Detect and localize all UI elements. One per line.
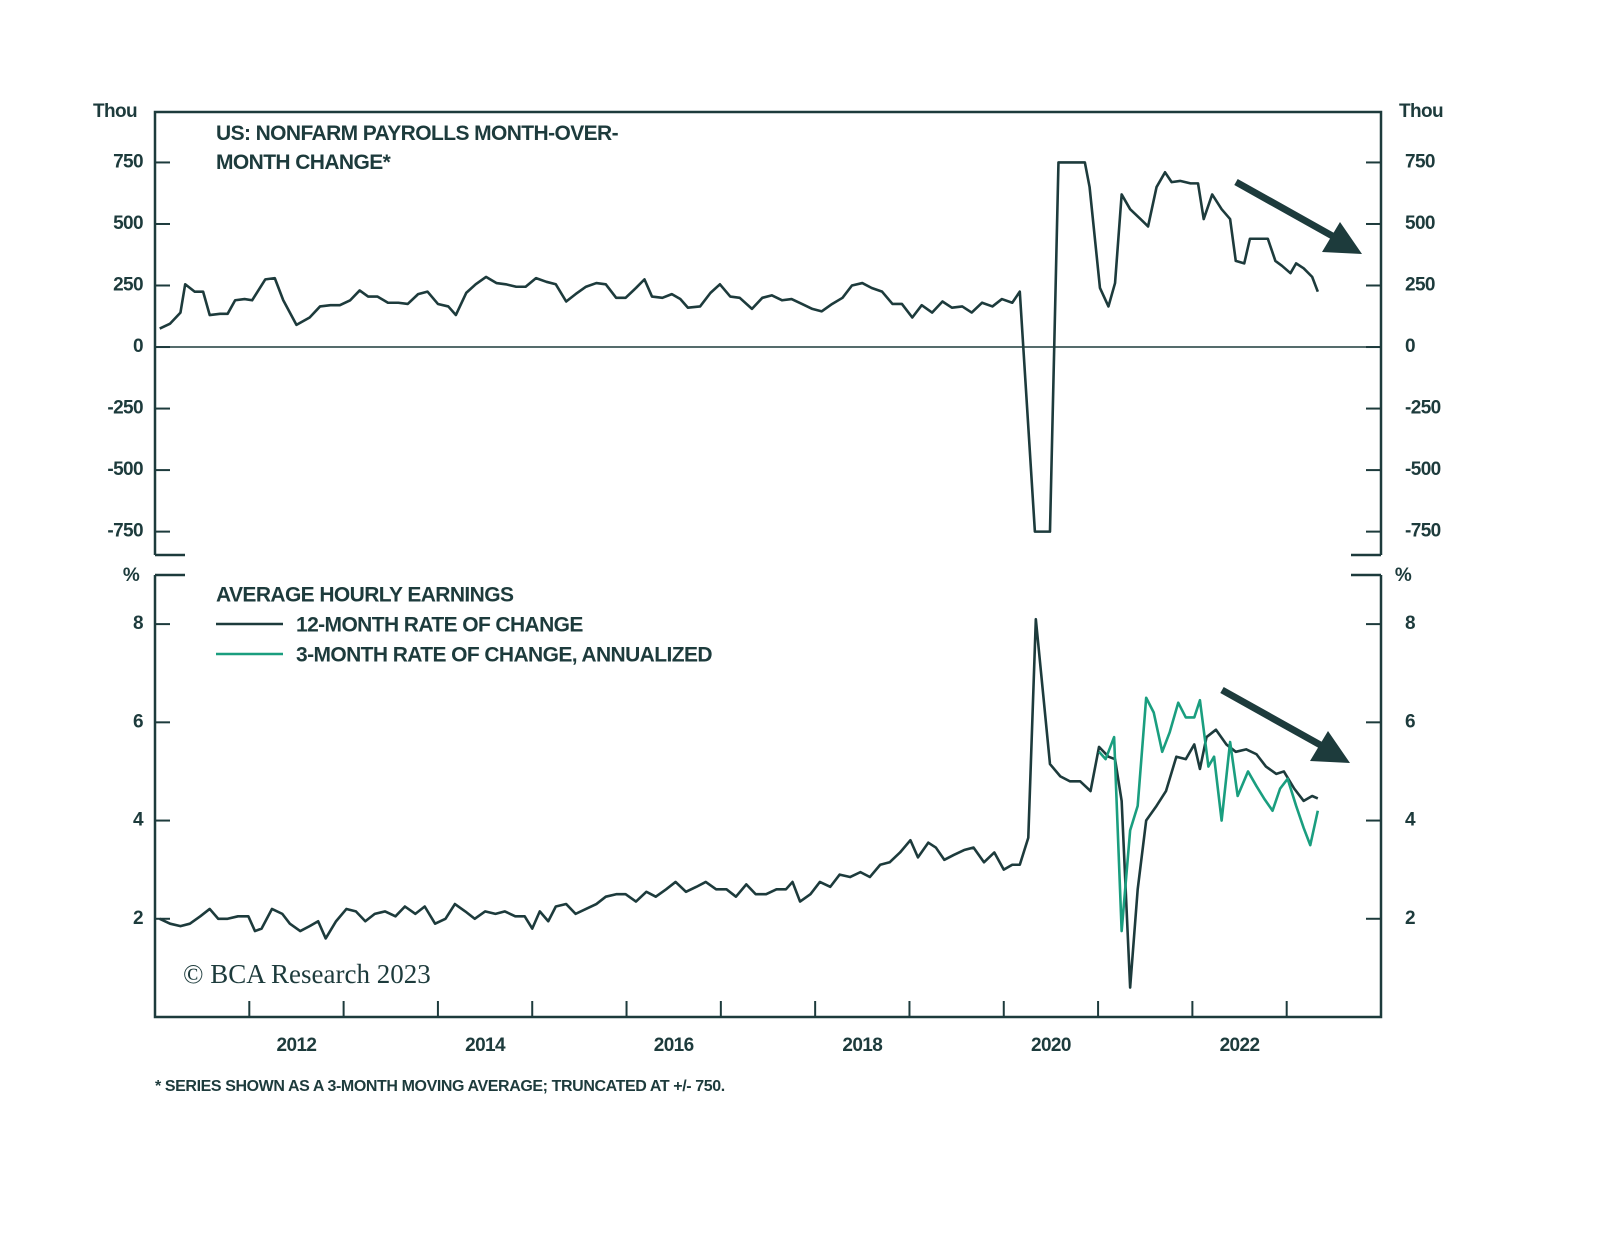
- arrow-head: [1310, 731, 1350, 763]
- y-tick-label: 2: [133, 908, 143, 929]
- trend-arrow: [1220, 686, 1350, 763]
- y-tick-label: -250: [107, 398, 143, 419]
- top-frame: [153, 110, 1383, 555]
- y-tick-label: 8: [1405, 613, 1415, 634]
- y-tick-label: 750: [1405, 151, 1435, 172]
- arrow-head: [1322, 222, 1362, 254]
- y-tick-label: 6: [1405, 711, 1415, 732]
- x-tick-label: 2018: [842, 1035, 882, 1056]
- arrow-shaft: [1234, 178, 1338, 242]
- series-line: [1098, 696, 1320, 933]
- x-tick-label: 2016: [654, 1035, 694, 1056]
- x-tick-label: 2022: [1220, 1035, 1260, 1056]
- source: © BCA Research 2023: [183, 959, 431, 989]
- y-tick-label: 250: [113, 275, 143, 296]
- y-tick-label: -500: [107, 459, 143, 480]
- series-line: [159, 161, 1320, 533]
- x-tick-label: 2012: [277, 1035, 317, 1056]
- y-axis-unit: %: [123, 565, 140, 586]
- footnote: * SERIES SHOWN AS A 3-MONTH MOVING AVERA…: [155, 1078, 725, 1095]
- arrow-shaft: [1220, 686, 1326, 751]
- x-tick-label: 2014: [465, 1035, 506, 1056]
- x-tick-label: 2020: [1031, 1035, 1071, 1056]
- y-tick-label: 8: [133, 613, 143, 634]
- y-tick-label: -500: [1405, 459, 1441, 480]
- y-axis-unit: Thou: [1399, 101, 1443, 122]
- y-tick-label: 4: [133, 810, 144, 831]
- bottom-frame: [153, 575, 1383, 1019]
- y-tick-label: 2: [1405, 908, 1415, 929]
- y-tick-label: -750: [107, 521, 143, 542]
- y-tick-label: 4: [1405, 810, 1416, 831]
- trend-arrow: [1234, 178, 1362, 254]
- y-tick-label: 500: [113, 213, 143, 234]
- legend-label: 3-MONTH RATE OF CHANGE, ANNUALIZED: [296, 644, 712, 667]
- y-tick-label: -750: [1405, 521, 1441, 542]
- y-tick-label: 500: [1405, 213, 1435, 234]
- y-tick-label: 6: [133, 711, 143, 732]
- y-axis-unit: Thou: [93, 101, 137, 122]
- legend-label: 12-MONTH RATE OF CHANGE: [296, 614, 583, 637]
- y-tick-label: 250: [1405, 275, 1435, 296]
- y-tick-label: -250: [1405, 398, 1441, 419]
- series-line: [159, 617, 1319, 989]
- y-tick-label: 0: [1405, 336, 1415, 357]
- y-tick-label: 0: [133, 336, 143, 357]
- y-tick-label: 750: [113, 151, 143, 172]
- y-axis-unit: %: [1395, 565, 1412, 586]
- chart-title: AVERAGE HOURLY EARNINGS: [216, 584, 514, 607]
- frame: [153, 110, 1383, 1019]
- chart-title: US: NONFARM PAYROLLS MONTH-OVER- MONTH C…: [216, 122, 619, 174]
